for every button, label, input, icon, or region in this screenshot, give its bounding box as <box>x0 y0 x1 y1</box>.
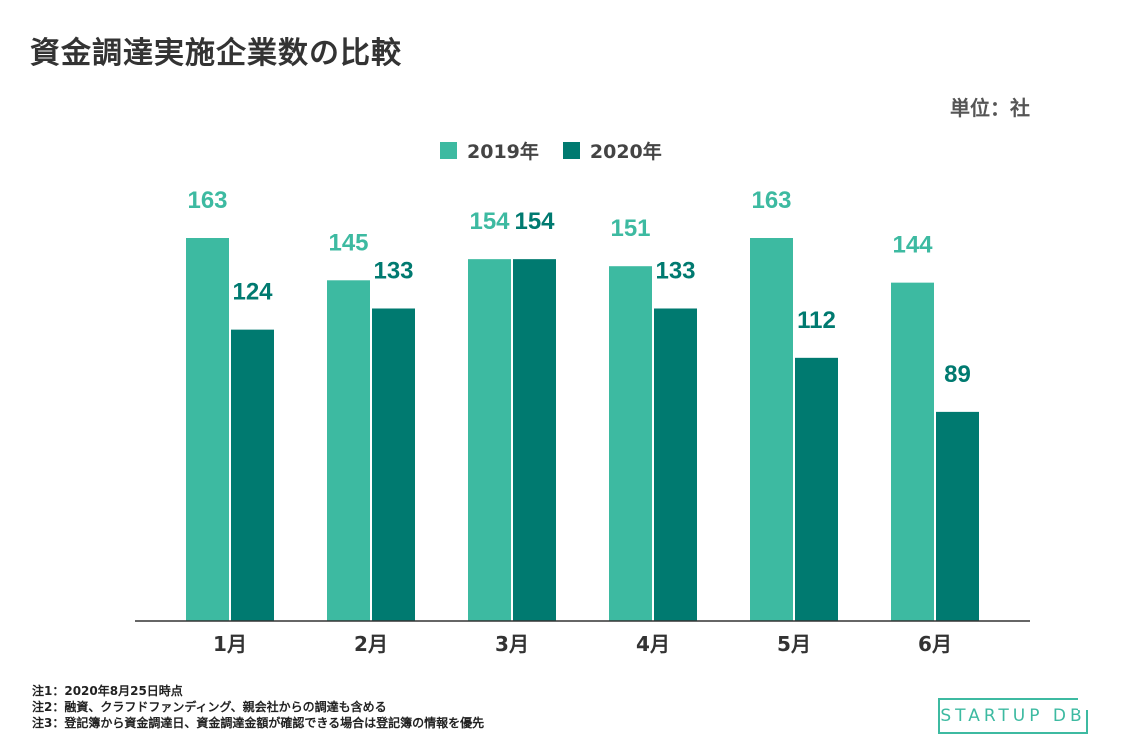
bar-2020-3 <box>513 259 556 621</box>
bar-2020-4 <box>654 308 697 621</box>
startup-db-logo: STARTUP DB <box>938 698 1088 734</box>
data-label-2020-4: 133 <box>655 257 695 284</box>
logo-notch <box>1078 698 1088 710</box>
data-label-2020-5: 112 <box>797 307 836 334</box>
bar-2019-5 <box>750 238 793 621</box>
bar-2020-6 <box>936 411 979 621</box>
note-2: 注2：融資、クラフドファンディング、親会社からの調達も含める <box>32 700 387 714</box>
bar-2019-3 <box>468 259 511 621</box>
note-1: 注1：2020年8月25日時点 <box>32 684 183 698</box>
bar-2019-4 <box>609 266 652 621</box>
logo-text: STARTUP DB <box>940 706 1086 726</box>
legend-item-2020: 2020年 <box>562 137 662 164</box>
data-label-2019-4: 151 <box>610 215 650 242</box>
data-label-2020-3: 154 <box>514 208 555 235</box>
data-label-2020-6: 89 <box>944 361 971 388</box>
data-label-2019-5: 163 <box>751 187 791 214</box>
x-tick-label-6: 6月 <box>918 632 952 656</box>
legend: 2019年 2020年 <box>440 137 686 164</box>
x-tick-label-4: 4月 <box>636 632 670 656</box>
data-label-2019-3: 154 <box>469 208 510 235</box>
notes: 注1：2020年8月25日時点 注2：融資、クラフドファンディング、親会社からの… <box>32 683 484 731</box>
x-tick-label-5: 5月 <box>777 632 811 656</box>
data-label-2019-2: 145 <box>328 229 368 256</box>
legend-swatch-2019 <box>440 142 457 159</box>
legend-label-2019: 2019年 <box>467 141 539 163</box>
legend-swatch-2020 <box>562 142 580 159</box>
x-tick-label-2: 2月 <box>354 632 388 656</box>
unit-label: 単位：社 <box>950 96 1030 120</box>
data-label-2019-1: 163 <box>187 187 227 214</box>
note-3: 注3：登記簿から資金調達日、資金調達金額が確認できる場合は登記簿の情報を優先 <box>32 716 485 730</box>
x-tick-label-3: 3月 <box>495 632 529 656</box>
bar-2019-1 <box>186 238 229 621</box>
bar-2020-1 <box>231 329 274 621</box>
bar-2019-6 <box>891 282 934 621</box>
bar-2020-5 <box>795 357 838 621</box>
bar-2020-2 <box>372 308 415 621</box>
data-label-2020-1: 124 <box>232 279 273 306</box>
legend-item-2019: 2019年 <box>440 137 539 164</box>
bar-2019-2 <box>327 280 370 621</box>
chart-title: 資金調達実施企業数の比較 <box>30 36 402 71</box>
data-label-2019-6: 144 <box>892 232 933 259</box>
data-label-2020-2: 133 <box>373 257 413 284</box>
x-tick-label-1: 1月 <box>213 632 247 656</box>
legend-label-2020: 2020年 <box>589 141 662 163</box>
